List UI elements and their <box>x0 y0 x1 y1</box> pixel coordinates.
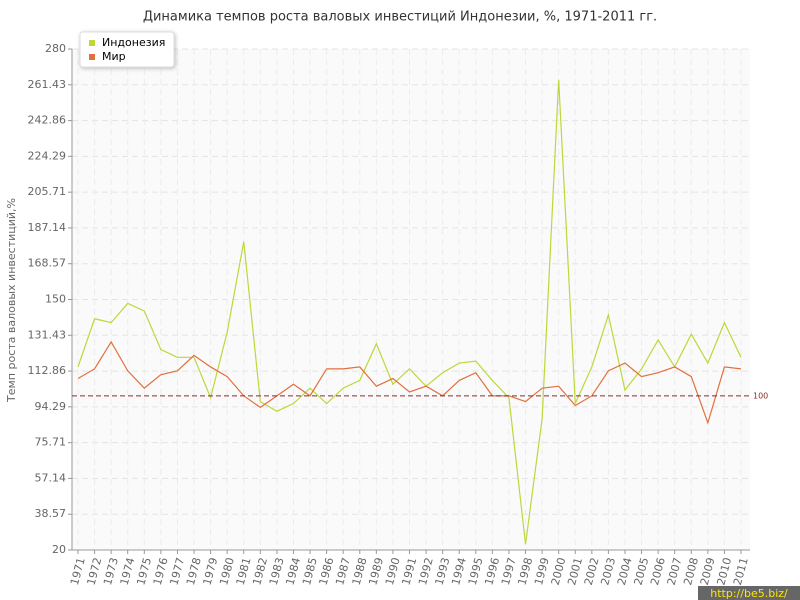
y-tick-label: 57.14 <box>35 471 67 484</box>
legend-label: Мир <box>102 50 126 63</box>
watermark: http://be5.biz/ <box>710 587 788 600</box>
y-tick-label: 20 <box>52 543 66 556</box>
legend-box <box>79 31 175 68</box>
series-line <box>77 79 742 545</box>
y-tick-label: 150 <box>45 293 66 306</box>
y-tick-label: 75.71 <box>35 436 67 449</box>
reference-label: 100 <box>753 391 768 400</box>
x-tick-label: 2011 <box>731 556 751 586</box>
series-line <box>77 340 742 425</box>
y-tick-label: 38.57 <box>35 507 67 520</box>
y-tick-label: 242.86 <box>28 114 67 127</box>
y-tick-label: 94.29 <box>35 400 67 413</box>
y-tick-label: 224.29 <box>28 149 67 162</box>
y-axis-label: Темп роста валовых инвестиций,% <box>5 198 18 403</box>
y-tick-label: 261.43 <box>28 78 67 91</box>
y-tick-label: 168.57 <box>28 257 67 270</box>
y-tick-label: 205.71 <box>28 185 67 198</box>
y-tick-label: 280 <box>45 42 66 55</box>
y-tick-label: 112.86 <box>28 364 67 377</box>
chart-title: Динамика темпов роста валовых инвестиций… <box>143 10 657 25</box>
legend-label: Индонезия <box>102 36 165 49</box>
y-tick-label: 187.14 <box>28 221 67 234</box>
legend-swatch <box>89 54 95 60</box>
watermark-bg <box>698 586 800 600</box>
legend-swatch <box>89 40 95 46</box>
y-tick-label: 131.43 <box>28 328 67 341</box>
